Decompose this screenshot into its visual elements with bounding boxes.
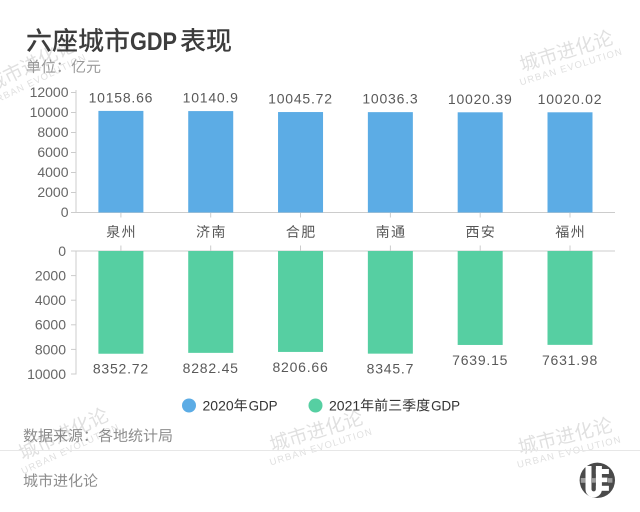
svg-text:7631.98: 7631.98 (542, 352, 598, 368)
svg-text:2021: 2021 (329, 397, 360, 413)
svg-text:0: 0 (58, 243, 66, 259)
svg-text:10000: 10000 (30, 104, 69, 120)
svg-text:2020: 2020 (203, 397, 234, 413)
svg-text:7639.15: 7639.15 (452, 352, 508, 368)
svg-text:2000: 2000 (37, 184, 68, 200)
svg-text:8352.72: 8352.72 (93, 361, 149, 377)
svg-text:6000: 6000 (37, 144, 68, 160)
svg-text:8282.45: 8282.45 (183, 360, 239, 376)
svg-text:10045.72: 10045.72 (268, 91, 333, 107)
svg-text:10158.66: 10158.66 (89, 89, 154, 105)
svg-text:6000: 6000 (35, 317, 66, 333)
svg-text:8206.66: 8206.66 (272, 359, 328, 375)
svg-text:10020.39: 10020.39 (448, 91, 513, 107)
svg-text:12000: 12000 (30, 84, 69, 100)
svg-text:GDP: GDP (249, 397, 278, 413)
svg-text:8345.7: 8345.7 (367, 361, 415, 377)
svg-text:2000: 2000 (35, 268, 66, 284)
svg-text:10140.9: 10140.9 (183, 90, 239, 106)
svg-text:0: 0 (61, 204, 69, 220)
svg-text:GDP: GDP (431, 397, 460, 413)
svg-text:10036.3: 10036.3 (362, 91, 418, 107)
svg-text:8000: 8000 (37, 124, 68, 140)
svg-text:GDP: GDP (130, 28, 177, 56)
svg-text:10020.02: 10020.02 (538, 91, 603, 107)
svg-text:10000: 10000 (27, 366, 66, 382)
svg-text:4000: 4000 (37, 164, 68, 180)
svg-text:4000: 4000 (35, 292, 66, 308)
svg-text:8000: 8000 (35, 341, 66, 357)
